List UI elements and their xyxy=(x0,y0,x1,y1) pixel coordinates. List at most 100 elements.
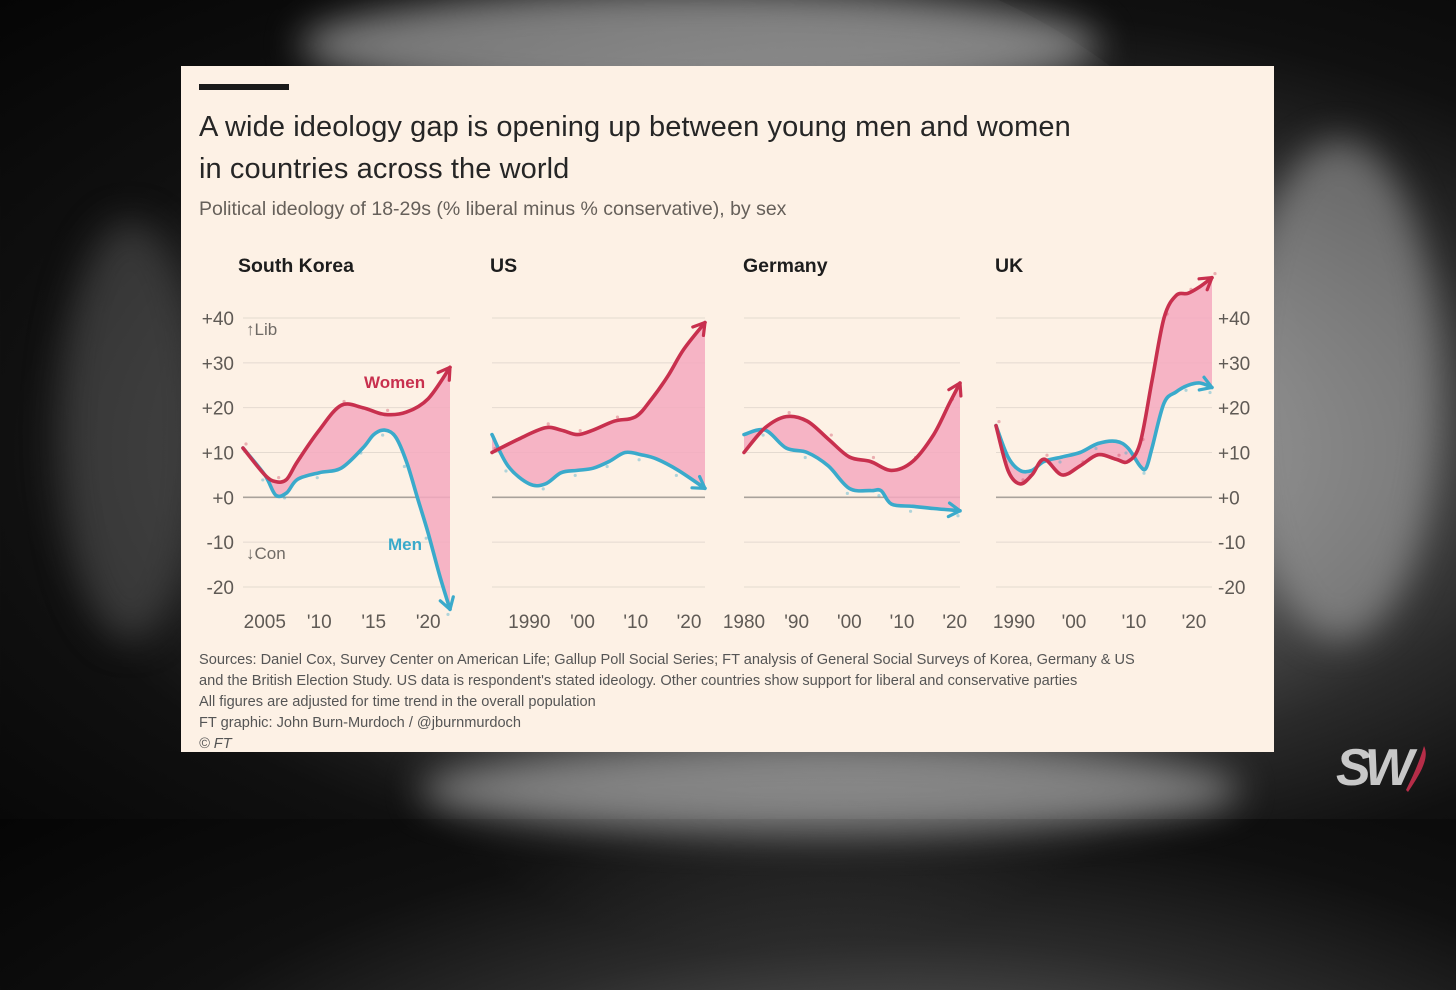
chart-title-line: in countries across the world xyxy=(199,153,570,185)
y-tick-label-right: +10 xyxy=(1218,444,1250,465)
men-data-point xyxy=(637,458,641,462)
source-line: Sources: Daniel Cox, Survey Center on Am… xyxy=(199,652,1135,668)
men-data-point xyxy=(1184,388,1188,392)
x-tick-label: '00 xyxy=(570,612,595,633)
men-line xyxy=(241,428,452,612)
women-data-point xyxy=(244,442,248,446)
chart-title: A wide ideology gap is opening up betwee… xyxy=(199,106,1199,190)
con-label: ↓Con xyxy=(246,544,286,563)
men-line xyxy=(490,432,707,491)
women-data-point xyxy=(578,428,582,433)
x-tick-label: '20 xyxy=(1182,612,1207,633)
men-data-point xyxy=(1094,446,1098,451)
men-line xyxy=(742,427,962,513)
men-arrowhead xyxy=(1197,375,1214,392)
men-data-point xyxy=(1208,390,1212,395)
x-tick-label: '15 xyxy=(361,612,386,633)
x-tick-label: '90 xyxy=(784,612,809,633)
women-data-point xyxy=(615,415,620,419)
men-data-point xyxy=(424,536,428,540)
men-data-point xyxy=(402,464,407,469)
women-data-point xyxy=(546,422,550,426)
panel-title: US xyxy=(490,255,517,277)
y-tick-label-right: +30 xyxy=(1218,354,1250,375)
men-data-point xyxy=(1142,471,1146,475)
men-data-point xyxy=(605,464,609,469)
women-line xyxy=(742,381,962,473)
y-tick-label-right: +20 xyxy=(1218,399,1250,420)
men-arrowhead xyxy=(946,501,962,519)
x-tick-label: '00 xyxy=(1062,612,1087,633)
panel-title: South Korea xyxy=(238,255,354,277)
background-cloud xyxy=(60,220,200,640)
copyright: © FT xyxy=(199,736,232,752)
women-data-point xyxy=(829,433,833,437)
ideology-gap-chart: +40 +40 +30 +30 +20 +20 +10 +10 +0 +0 -10 -10 -20 -20… xyxy=(202,255,1250,633)
women-data-point xyxy=(1117,453,1121,457)
source-line: All figures are adjusted for time trend … xyxy=(199,694,596,710)
men-data-point xyxy=(261,478,265,482)
men-data-point xyxy=(761,433,765,437)
x-tick-label: '20 xyxy=(942,612,967,633)
men-arrowhead xyxy=(690,474,707,490)
x-tick-label: '10 xyxy=(623,612,648,633)
x-tick-label: 2005 xyxy=(244,612,286,633)
women-line xyxy=(241,365,452,484)
y-tick-label-left: +0 xyxy=(212,488,234,509)
women-line xyxy=(490,320,707,455)
men-line xyxy=(994,381,1214,474)
lib-label: ↑Lib xyxy=(246,320,277,339)
women-data-point xyxy=(787,411,791,415)
men-data-point xyxy=(541,487,545,491)
men-data-point xyxy=(573,473,577,478)
women-series-label: Women xyxy=(364,373,425,392)
men-data-point xyxy=(446,612,450,617)
y-tick-label-left: +30 xyxy=(202,354,234,375)
men-series-label: Men xyxy=(388,535,422,554)
x-tick-label: 1990 xyxy=(993,612,1035,633)
x-tick-label: '00 xyxy=(837,612,862,633)
y-tick-label-right: -20 xyxy=(1218,578,1245,599)
y-tick-label-left: -20 xyxy=(207,578,234,599)
men-data-point xyxy=(803,455,807,460)
women-arrowhead xyxy=(1197,276,1214,292)
chart-subtitle: Political ideology of 18-29s (% liberal … xyxy=(199,198,787,220)
men-data-point xyxy=(877,494,881,498)
source-line: FT graphic: John Burn-Murdoch / @jburnmu… xyxy=(199,715,521,731)
men-data-point xyxy=(1058,460,1062,464)
chart-title-line: A wide ideology gap is opening up betwee… xyxy=(199,111,1071,143)
women-arrowhead xyxy=(947,381,963,398)
y-tick-label-right: -10 xyxy=(1218,533,1245,554)
channel-logo: SW xyxy=(1336,739,1414,797)
ft-title-bar xyxy=(199,84,289,90)
x-tick-label: 1980 xyxy=(723,612,765,633)
x-tick-label: '10 xyxy=(307,612,332,633)
men-data-point xyxy=(845,491,849,495)
men-data-point xyxy=(674,473,678,478)
x-tick-label: '20 xyxy=(416,612,441,633)
panel-title: Germany xyxy=(743,255,828,277)
y-tick-label-right: +0 xyxy=(1218,488,1240,509)
men-data-point xyxy=(1124,451,1128,455)
y-tick-label-left: -10 xyxy=(207,533,234,554)
x-tick-label: '10 xyxy=(1122,612,1147,633)
women-line xyxy=(994,275,1214,486)
women-data-point xyxy=(871,455,876,460)
gap-area xyxy=(243,367,450,610)
gap-area xyxy=(996,277,1212,484)
women-data-point xyxy=(342,399,346,404)
y-tick-label-left: +20 xyxy=(202,399,234,420)
x-tick-label: '10 xyxy=(890,612,915,633)
men-data-point xyxy=(504,469,508,473)
women-arrowhead xyxy=(436,365,452,382)
men-data-point xyxy=(315,476,319,480)
panel-title: UK xyxy=(995,255,1023,277)
men-data-point xyxy=(381,433,385,437)
women-arrowhead xyxy=(691,320,707,337)
men-data-point xyxy=(908,509,913,513)
x-tick-label: 1990 xyxy=(508,612,550,633)
chart-sources: Sources: Daniel Cox, Survey Center on Am… xyxy=(199,650,1269,755)
women-data-point xyxy=(1045,453,1049,457)
feather-icon xyxy=(1406,746,1426,792)
x-tick-label: '20 xyxy=(677,612,702,633)
